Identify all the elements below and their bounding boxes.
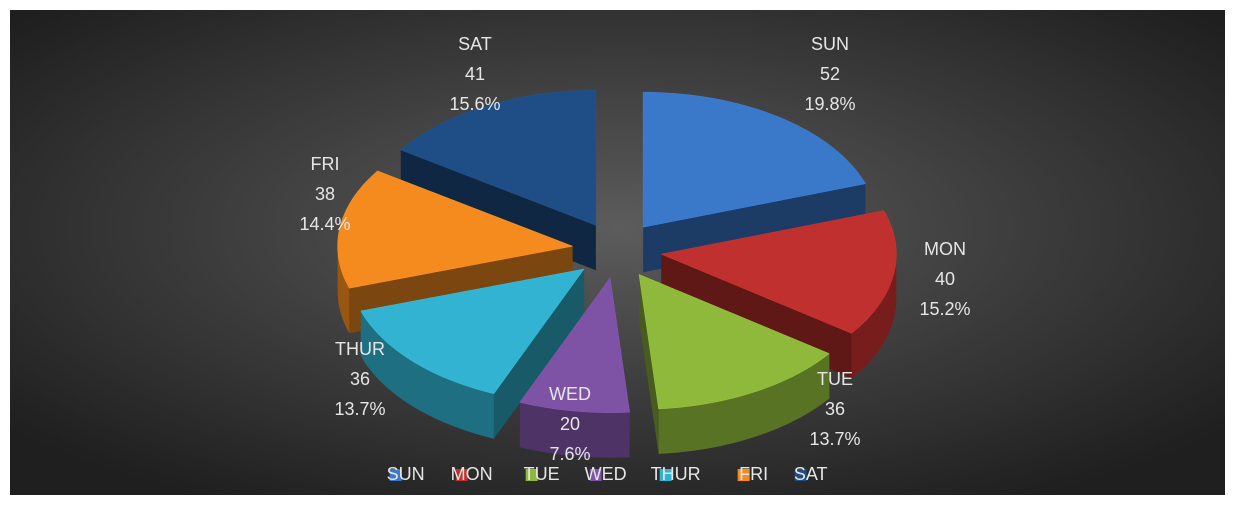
data-label-category: THUR <box>335 339 385 359</box>
legend-swatch <box>794 469 807 481</box>
data-label-percent: 13.7% <box>334 399 385 419</box>
legend-label: SAT <box>794 464 828 484</box>
data-label-value: 41 <box>465 64 485 84</box>
legend-label: TUE <box>524 464 560 484</box>
legend-label: FRI <box>739 464 768 484</box>
legend-swatch <box>455 469 468 481</box>
data-label-value: 38 <box>315 184 335 204</box>
legend-label: WED <box>585 464 627 484</box>
data-label-value: 20 <box>560 414 580 434</box>
data-label-category: WED <box>549 384 591 404</box>
slice <box>638 273 830 410</box>
data-label-percent: 15.2% <box>919 299 970 319</box>
slice <box>642 91 866 228</box>
slice <box>660 210 897 334</box>
legend: SUN MON TUE WED THUR FRI SAT <box>387 464 828 484</box>
data-label-category: MON <box>924 239 966 259</box>
slice <box>360 268 585 394</box>
data-label-category: TUE <box>817 369 853 389</box>
legend-label: THUR <box>651 464 701 484</box>
data-label-value: 40 <box>935 269 955 289</box>
legend-swatch <box>659 469 672 481</box>
legend-swatch <box>525 469 538 481</box>
slice-side <box>519 402 630 458</box>
slice <box>400 90 597 226</box>
data-label-percent: 19.8% <box>804 94 855 114</box>
slice-side <box>360 311 494 439</box>
slice-wall <box>639 274 659 454</box>
legend-swatch <box>589 469 602 481</box>
legend-swatch <box>737 469 750 481</box>
data-label-percent: 15.6% <box>449 94 500 114</box>
pie <box>337 90 897 458</box>
data-label-percent: 14.4% <box>299 214 350 234</box>
data-label-category: SAT <box>458 34 492 54</box>
slice-side <box>658 353 830 454</box>
data-label-percent: 13.7% <box>809 429 860 449</box>
data-label-value: 52 <box>820 64 840 84</box>
data-label-value: 36 <box>825 399 845 419</box>
slice <box>519 277 630 413</box>
labels: SUN 52 19.8% MON 40 15.2% TUE 36 13.7% WED 20 7.6% T… <box>299 34 970 464</box>
data-label-value: 36 <box>350 369 370 389</box>
slice-side <box>851 254 897 379</box>
legend-label: MON <box>451 464 493 484</box>
legend-label: SUN <box>387 464 425 484</box>
data-label-category: SUN <box>811 34 849 54</box>
data-label-category: FRI <box>311 154 340 174</box>
data-label-percent: 7.6% <box>549 444 590 464</box>
slice <box>337 170 574 289</box>
legend-swatch <box>389 469 402 481</box>
